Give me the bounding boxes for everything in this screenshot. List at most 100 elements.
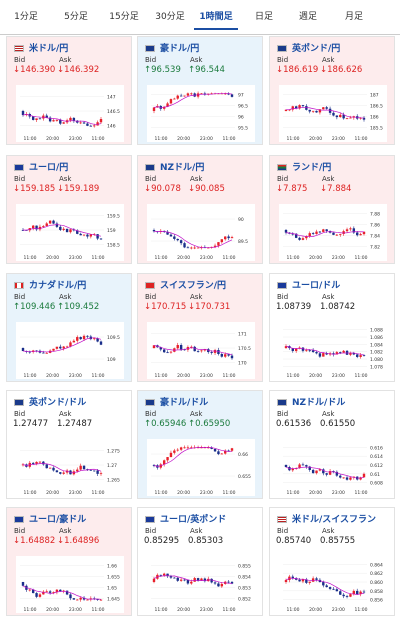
tab-0[interactable]: 1分足: [14, 12, 38, 22]
candle-body: [298, 237, 301, 240]
candle-body: [356, 354, 359, 357]
ask-value: 0.85755: [320, 536, 356, 546]
candle-body: [76, 599, 79, 601]
x-tick-label: 23:00: [200, 607, 213, 613]
direction-arrow-icon: ↓: [57, 536, 65, 546]
candle-body: [86, 599, 89, 601]
tab-4[interactable]: 1時間足: [194, 6, 238, 30]
pair-name[interactable]: 豪ドル/ドル: [160, 398, 209, 408]
candle-body: [166, 352, 169, 354]
tab-6[interactable]: 週足: [298, 12, 317, 22]
bid-label: Bid: [145, 175, 157, 183]
candle-body: [99, 473, 103, 475]
pair-name[interactable]: 英ポンド/ドル: [29, 398, 87, 408]
x-tick-label: 11:00: [223, 607, 236, 613]
rate-card[interactable]: 豪ドル/円 Bid Ask ↑96.539 ↑96.544 97 96.5 96 95.5 11:…: [137, 36, 263, 145]
tab-1[interactable]: 5分足: [64, 12, 88, 22]
rate-card[interactable]: 英ポンド/ドル Bid Ask 1.27477 1.27487 1.275 1.27 1.26…: [6, 390, 132, 499]
pair-name[interactable]: カナダドル/円: [29, 281, 87, 291]
bid-value: ↑109.446: [13, 302, 56, 312]
rate-card[interactable]: カナダドル/円 Bid Ask ↑109.446 ↑109.452 109.5 109 11:…: [6, 273, 132, 382]
rate-card[interactable]: 米ドル/円 Bid Ask ↓146.390 ↓146.392 147 146.5 146 11…: [6, 36, 132, 145]
candle-body: [96, 470, 99, 474]
candlestick-chart[interactable]: 0.616 0.614 0.612 0.61 0.608 11:00 20:00 23:00 1…: [279, 439, 387, 496]
pair-name[interactable]: ユーロ/英ポンド: [160, 515, 227, 525]
rate-card[interactable]: ランド/円 Bid Ask ↓7.875 ↓7.884 7.88 7.86 7.84 7.82 1…: [269, 155, 395, 264]
candlestick-chart[interactable]: 147 146.5 146 11:00 20:00 23:00 11:00: [16, 85, 124, 142]
bid-value: ↓7.875: [276, 184, 308, 194]
tab-2[interactable]: 15分足: [109, 12, 139, 22]
rate-card[interactable]: 米ドル/スイスフラン Bid Ask 0.85740 0.85755 0.864 0.862…: [269, 507, 395, 616]
candle-body: [183, 579, 186, 581]
rate-card[interactable]: スイスフラン/円 Bid Ask ↓170.715 ↓170.731 171 170.5 17…: [137, 273, 263, 382]
pair-name[interactable]: 豪ドル/円: [160, 44, 200, 54]
x-tick-label: 20:00: [309, 136, 322, 142]
candle-body: [72, 340, 76, 343]
candle-body: [65, 346, 69, 348]
candlestick-chart[interactable]: 1.66 1.655 1.65 1.645 11:00 20:00 23:00 11:00: [16, 556, 124, 613]
rate-card[interactable]: ユーロ/英ポンド Bid Ask 0.85295 0.85303 0.855 0.854 0.…: [137, 507, 263, 616]
rate-card[interactable]: 英ポンド/円 Bid Ask ↓186.619 ↓186.626 187 186.5 186 1…: [269, 36, 395, 145]
pair-name[interactable]: ランド/円: [292, 163, 332, 173]
tab-3[interactable]: 30分足: [155, 12, 185, 22]
candlestick-chart[interactable]: 171 170.5 170 11:00 20:00 23:00 11:00: [147, 322, 255, 379]
pair-name[interactable]: ユーロ/豪ドル: [29, 515, 87, 525]
candle-body: [55, 470, 59, 473]
tab-5[interactable]: 日足: [254, 12, 273, 22]
candle-body: [308, 350, 311, 352]
chart-svg: 0.66 0.655 11:00 20:00 23:00 11:00: [151, 445, 251, 496]
rate-card[interactable]: 豪ドル/ドル Bid Ask ↑0.65946 ↑0.65950 0.66 0.655 11:…: [137, 390, 263, 499]
rate-card[interactable]: NZドル/ドル Bid Ask 0.61536 0.61550 0.616 0.614 0.6…: [269, 390, 395, 499]
bid-value: ↓146.390: [13, 65, 56, 75]
candlestick-chart[interactable]: 187 186.5 186 185.5 11:00 20:00 23:00 11:00: [279, 85, 387, 142]
candlestick-chart[interactable]: 97 96.5 96 95.5 11:00 20:00 23:00 11:00: [147, 85, 255, 142]
rate-card[interactable]: ユーロ/ドル Bid Ask 1.08739 1.08742 1.088 1.086 1.08…: [269, 273, 395, 382]
y-tick-label: 7.88: [370, 212, 380, 218]
candle-body: [291, 468, 294, 471]
candlestick-chart[interactable]: 90 89.5 11:00 20:00 23:00 11:00: [147, 204, 255, 261]
candlestick-chart[interactable]: 159.5 159 158.5 11:00 20:00 23:00 11:00: [16, 204, 124, 261]
pair-name[interactable]: ユーロ/円: [29, 163, 69, 173]
candle-body: [345, 596, 349, 597]
y-tick-label: 109.5: [107, 335, 120, 341]
pair-name[interactable]: 米ドル/スイスフラン: [292, 515, 377, 525]
y-tick-label: 96: [238, 115, 244, 121]
pair-name[interactable]: スイスフラン/円: [160, 281, 227, 291]
candle-body: [59, 346, 62, 349]
candle-body: [38, 461, 42, 463]
candlestick-chart[interactable]: 0.855 0.854 0.853 0.852 11:00 20:00 23:00 11:00: [147, 556, 255, 613]
candle-body: [342, 477, 345, 479]
candlestick-chart[interactable]: 1.088 1.086 1.084 1.082 1.080 1.078 11:00 20:00…: [279, 322, 387, 379]
rate-card[interactable]: NZドル/円 Bid Ask ↓90.078 ↓90.085 90 89.5 11:00 20:…: [137, 155, 263, 264]
candle-body: [152, 107, 156, 111]
candle-body: [166, 103, 169, 107]
candle-body: [332, 112, 335, 116]
candlestick-chart[interactable]: 1.275 1.27 1.265 11:00 20:00 23:00 11:00: [16, 439, 124, 496]
bid-value: 1.08739: [276, 302, 312, 312]
moving-average-line: [285, 466, 365, 479]
candle-body: [35, 593, 38, 597]
candle-body: [213, 245, 217, 247]
candlestick-chart[interactable]: 0.864 0.862 0.860 0.858 0.856 11:00 20:00 23:00…: [279, 556, 387, 613]
candle-body: [335, 471, 339, 476]
rate-card[interactable]: ユーロ/豪ドル Bid Ask ↓1.64882 ↓1.64896 1.66 1.655 1.…: [6, 507, 132, 616]
pair-name[interactable]: 米ドル/円: [29, 44, 69, 54]
candlestick-chart[interactable]: 0.66 0.655 11:00 20:00 23:00 11:00: [147, 439, 255, 496]
rate-card[interactable]: ユーロ/円 Bid Ask ↓159.185 ↓159.189 159.5 159 158.5…: [6, 155, 132, 264]
pair-name[interactable]: ユーロ/ドル: [292, 281, 341, 291]
candle-body: [99, 238, 103, 240]
candle-body: [220, 583, 224, 587]
candlestick-chart[interactable]: 7.88 7.86 7.84 7.82 11:00 20:00 23:00 11:00: [279, 204, 387, 261]
pair-name[interactable]: NZドル/円: [160, 163, 205, 173]
candle-body: [162, 460, 166, 465]
tab-7[interactable]: 月足: [344, 12, 363, 22]
pair-name[interactable]: 英ポンド/円: [292, 44, 341, 54]
x-tick-label: 23:00: [69, 255, 82, 261]
pair-name[interactable]: NZドル/ドル: [292, 398, 346, 408]
y-tick-label: 0.855: [238, 564, 251, 570]
x-tick-label: 11:00: [155, 490, 168, 496]
direction-arrow-icon: ↓: [144, 184, 152, 194]
candlestick-chart[interactable]: 109.5 109 11:00 20:00 23:00 11:00: [16, 322, 124, 379]
y-tick-label: 89.5: [238, 239, 248, 245]
